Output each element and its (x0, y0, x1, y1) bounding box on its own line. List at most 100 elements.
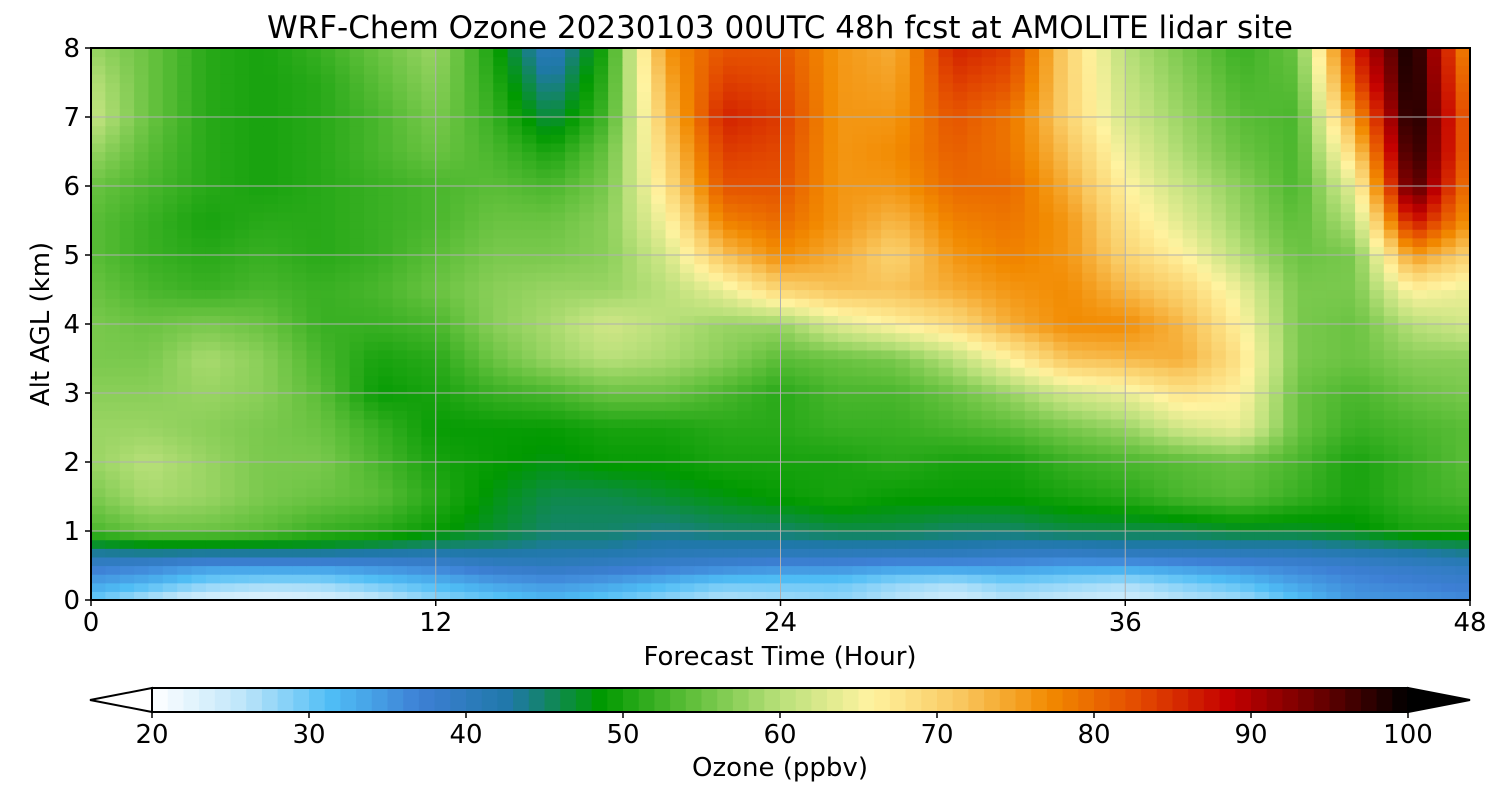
heatmap-cell (866, 462, 882, 472)
heatmap-cell (550, 229, 566, 239)
heatmap-cell (679, 255, 695, 265)
heatmap-cell (363, 531, 379, 541)
heatmap-cell (1168, 255, 1184, 265)
heatmap-cell (105, 246, 121, 256)
heatmap-cell (306, 436, 322, 446)
heatmap-cell (1067, 444, 1083, 454)
heatmap-cell (708, 177, 724, 187)
heatmap-cell (1240, 548, 1256, 558)
heatmap-cell (249, 194, 264, 204)
heatmap-cell (1110, 255, 1126, 265)
heatmap-cell (378, 272, 394, 282)
heatmap-cell (292, 393, 308, 403)
heatmap-cell (205, 453, 221, 463)
heatmap-cell (881, 436, 897, 446)
heatmap-cell (995, 194, 1011, 204)
heatmap-cell (938, 160, 954, 170)
heatmap-cell (823, 203, 839, 213)
heatmap-cell (392, 375, 408, 385)
heatmap-cell (1412, 263, 1428, 273)
heatmap-cell (1355, 306, 1371, 316)
heatmap-cell (866, 548, 882, 558)
heatmap-cell (1024, 487, 1040, 498)
heatmap-cell (507, 160, 523, 170)
heatmap-cell (191, 384, 207, 394)
heatmap-cell (952, 272, 968, 282)
heatmap-cell (823, 229, 839, 239)
heatmap-cell (450, 453, 466, 463)
heatmap-cell (263, 272, 279, 282)
heatmap-cell (277, 151, 293, 161)
heatmap-cell (780, 539, 796, 549)
heatmap-cell (1426, 280, 1442, 291)
heatmap-cell (234, 427, 250, 437)
heatmap-cell (952, 487, 968, 498)
heatmap-cell (478, 462, 494, 472)
heatmap-cell (708, 401, 724, 411)
heatmap-cell (909, 539, 925, 549)
heatmap-cell (1355, 358, 1371, 368)
heatmap-cell (191, 453, 207, 463)
heatmap-cell (694, 177, 710, 187)
heatmap-cell (378, 496, 394, 506)
heatmap-cell (335, 591, 351, 601)
heatmap-cell (938, 375, 954, 385)
heatmap-cell (119, 186, 135, 196)
heatmap-cell (378, 410, 394, 420)
heatmap-cell (565, 384, 580, 394)
heatmap-cell (363, 384, 379, 394)
heatmap-cell (1139, 384, 1155, 394)
heatmap-cell (723, 556, 738, 567)
heatmap-cell (249, 556, 264, 567)
heatmap-cell (622, 582, 638, 592)
heatmap-cell (1168, 332, 1184, 342)
heatmap-cell (1225, 341, 1241, 351)
heatmap-cell (938, 263, 954, 273)
heatmap-cell (507, 496, 523, 506)
heatmap-cell (881, 324, 897, 334)
heatmap-cell (421, 358, 437, 368)
heatmap-cell (1039, 160, 1055, 170)
heatmap-cell (1110, 229, 1126, 239)
heatmap-cell (1326, 556, 1342, 567)
heatmap-cell (1340, 418, 1356, 429)
heatmap-cell (1197, 487, 1213, 498)
heatmap-cell (1110, 211, 1126, 222)
heatmap-cell (694, 203, 710, 213)
heatmap-cell (823, 263, 839, 273)
heatmap-cell (1254, 479, 1270, 489)
heatmap-cell (1283, 410, 1299, 420)
heatmap-cell (263, 531, 279, 541)
heatmap-cell (1412, 246, 1428, 256)
heatmap-cell (1412, 582, 1428, 592)
heatmap-cell (220, 531, 236, 541)
heatmap-cell (1139, 246, 1155, 256)
heatmap-cell (1254, 462, 1270, 472)
heatmap-cell (1125, 203, 1141, 213)
heatmap-cell (852, 591, 868, 601)
heatmap-cell (1096, 384, 1112, 394)
heatmap-cell (521, 384, 537, 394)
heatmap-cell (751, 513, 767, 523)
heatmap-cell (1311, 487, 1327, 498)
heatmap-cell (967, 168, 983, 178)
heatmap-cell (1383, 255, 1399, 265)
heatmap-cell (277, 289, 293, 299)
heatmap-cell (981, 367, 997, 377)
heatmap-cell (349, 531, 365, 541)
heatmap-cell (320, 237, 336, 247)
heatmap-cell (277, 186, 293, 196)
heatmap-cell (967, 470, 983, 480)
heatmap-cell (1125, 280, 1141, 291)
heatmap-cell (105, 229, 121, 239)
heatmap-cell (1024, 263, 1040, 273)
heatmap-cell (119, 393, 135, 403)
heatmap-cell (1398, 444, 1414, 454)
heatmap-cell (723, 237, 738, 247)
heatmap-cell (694, 531, 710, 541)
heatmap-cell (407, 220, 422, 230)
heatmap-cell (665, 229, 681, 239)
heatmap-cell (593, 462, 609, 472)
heatmap-cell (723, 229, 738, 239)
heatmap-cell (450, 436, 466, 446)
